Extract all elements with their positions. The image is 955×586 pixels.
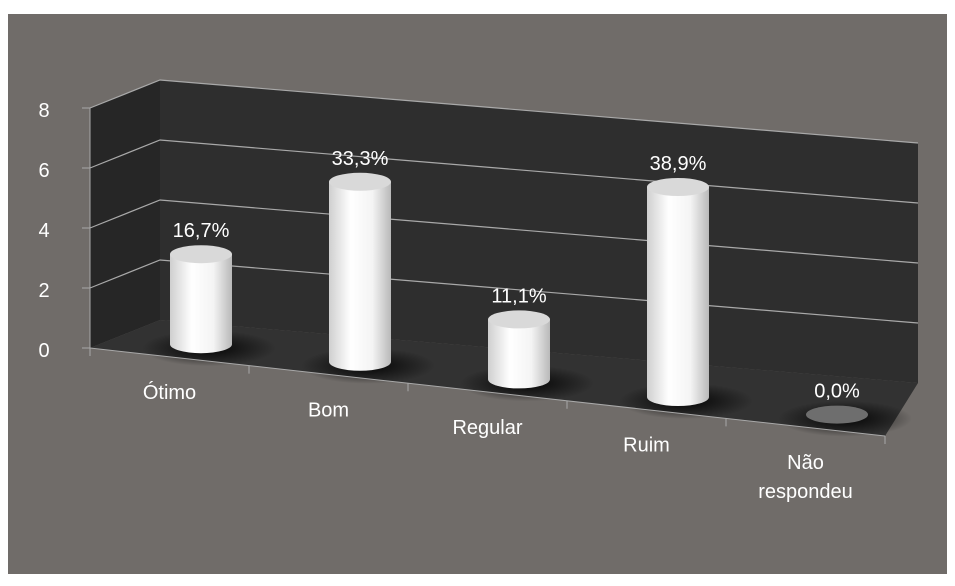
bar-top [488,310,550,329]
bar-body [170,254,232,354]
data-label: 11,1% [491,285,546,307]
y-tick-label: 0 [38,340,49,362]
bar-top [170,245,232,264]
bar [619,178,753,419]
bar-top [647,178,709,196]
data-labels: 16,7% 33,3% 11,1% 38,9% 0,0% [173,148,860,403]
y-tick-label: 8 [38,100,49,122]
x-category-label: Ruim [623,435,670,457]
y-tick-label: 6 [38,160,49,182]
bar-base [806,405,868,424]
x-category-label: Ótimo [143,381,196,404]
gridline [89,79,919,144]
bar-body [329,181,391,371]
data-label: 33,3% [332,148,389,170]
data-label: 38,9% [650,153,707,175]
x-category-label: Regular [452,417,522,439]
y-tick-label: 2 [38,280,49,302]
bar-top [329,172,391,191]
x-category-label: Não respondeu [758,452,853,503]
x-axis: Ótimo Bom Regular Ruim Não respondeu [89,347,886,503]
y-tick-label: 4 [38,220,49,242]
data-label: 16,7% [173,220,230,242]
bar-body [647,187,709,406]
y-axis: 0 2 4 6 8 [38,100,91,362]
x-axis-line [89,347,886,437]
data-label: 0,0% [814,381,860,403]
bar-body [488,319,550,389]
x-category-label: Bom [308,399,349,421]
